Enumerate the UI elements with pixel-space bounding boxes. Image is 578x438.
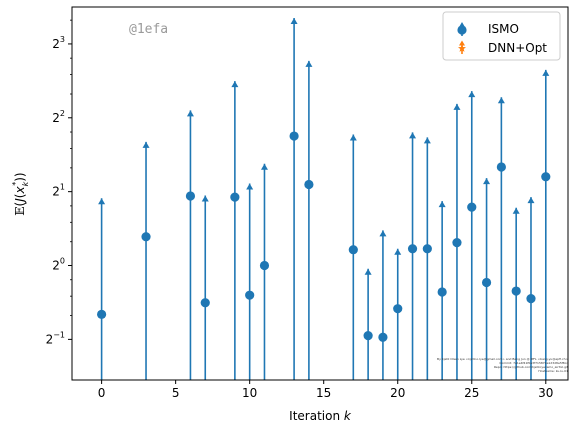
data-point <box>393 304 403 314</box>
legend-label-dnn-opt: DNN+Opt <box>488 41 547 55</box>
y-tick-label: 20 <box>52 257 65 273</box>
x-axis-label-variable: k <box>344 409 352 423</box>
y-axis-label-expectation: 𝔼 <box>13 206 27 215</box>
upper-limit-arrow <box>246 183 254 190</box>
data-point <box>481 277 492 288</box>
axes-frame <box>71 6 569 381</box>
data-point <box>407 244 418 254</box>
y-tick-label: 2−1 <box>46 330 65 346</box>
data-point <box>452 237 462 248</box>
legend-marker-star <box>458 44 466 52</box>
upper-limit-arrow <box>453 103 461 110</box>
x-tick-label: 30 <box>538 386 553 400</box>
watermark: @1efa <box>129 22 168 37</box>
upper-limit-arrow <box>394 248 402 255</box>
data-point <box>289 131 299 141</box>
legend-marker-ismo <box>457 25 467 35</box>
legend: ISMO DNN+Opt <box>442 11 561 61</box>
footnote: By Kjetil Olsen Lye <kjetil.o.lye@gmail.… <box>437 357 569 373</box>
y-axis-label-j: J <box>13 198 27 204</box>
x-axis-label-text: Iteration <box>289 409 344 423</box>
legend-frame <box>442 11 561 61</box>
upper-limit-arrow <box>305 60 313 67</box>
data-point <box>422 244 432 254</box>
y-axis-label: 𝔼(J(xk*)) <box>11 172 30 215</box>
data-point <box>200 298 210 308</box>
x-axis-label: Iteration k <box>289 409 352 423</box>
upper-limit-arrow <box>542 69 550 76</box>
data-point <box>437 287 447 297</box>
upper-limit-arrow <box>364 268 372 275</box>
data-point <box>304 179 314 190</box>
y-axis-label-open: ( <box>13 202 27 207</box>
x-tick-label: 10 <box>242 386 257 400</box>
y-tick-label: 23 <box>52 35 65 51</box>
footnote-line: Repo: https://github.com/kjetil-lye/ismo… <box>494 365 569 369</box>
data-point <box>259 260 270 271</box>
x-tick-label: 0 <box>98 386 106 400</box>
upper-limit-arrow <box>527 197 535 204</box>
upper-limit-arrow <box>290 18 298 25</box>
x-tick-label: 5 <box>172 386 180 400</box>
upper-limit-arrow <box>497 97 505 104</box>
data-point <box>348 245 358 255</box>
y-tick-label: 21 <box>52 183 65 199</box>
upper-limit-arrow <box>349 134 357 141</box>
footnote-line: Hostname: ku-lu-01 <box>538 369 568 373</box>
data-point <box>185 191 196 201</box>
upper-limit-arrow <box>483 178 491 185</box>
x-axis: 0 5 10 15 20 25 30 <box>98 380 553 400</box>
upper-limit-arrow <box>512 207 520 214</box>
data-point <box>541 172 551 182</box>
y-axis-label-close: )) <box>13 172 27 181</box>
data-point <box>97 309 107 320</box>
data-point <box>526 294 536 304</box>
upper-limit-arrow <box>186 110 194 117</box>
legend-entry-dnn-opt <box>458 40 466 54</box>
upper-limit-arrow <box>98 198 106 205</box>
x-tick-label: 25 <box>464 386 479 400</box>
data-point <box>363 331 373 341</box>
y-axis-label-x: x <box>13 186 27 195</box>
upper-limit-arrow <box>438 201 446 208</box>
legend-label-ismo: ISMO <box>488 22 519 36</box>
upper-limit-arrow <box>142 141 150 148</box>
footnote-line: By Kjetil Olsen Lye <kjetil.o.lye@gmail.… <box>437 357 568 361</box>
upper-limit-arrow <box>260 163 268 170</box>
plot-area <box>97 18 551 380</box>
data-point <box>511 286 521 296</box>
x-tick-label: 20 <box>390 386 405 400</box>
legend-arrow <box>459 40 465 46</box>
upper-limit-arrow <box>201 195 209 202</box>
data-point <box>141 232 151 242</box>
upper-limit-arrow <box>409 132 417 139</box>
y-tick-label: 22 <box>52 109 65 125</box>
y-axis-label-sub: k <box>21 181 30 186</box>
data-point <box>230 192 240 202</box>
upper-limit-arrow <box>468 91 476 98</box>
legend-entry-ismo <box>457 22 467 36</box>
data-point <box>378 332 388 342</box>
upper-limit-arrow <box>423 137 431 144</box>
y-axis: 2−1 20 21 22 23 <box>46 19 72 346</box>
data-point <box>245 290 255 300</box>
y-axis-label-paren: ( <box>13 194 27 199</box>
x-tick-label: 15 <box>316 386 331 400</box>
upper-limit-arrow <box>231 81 239 88</box>
data-point <box>496 162 506 172</box>
upper-limit-arrow <box>379 230 387 237</box>
y-axis-label-sup: * <box>11 182 20 186</box>
data-point <box>467 202 477 212</box>
footnote-line: Commit: 7a1e4f41f0e3f715870e1d3d8e5f8cc <box>499 361 568 365</box>
